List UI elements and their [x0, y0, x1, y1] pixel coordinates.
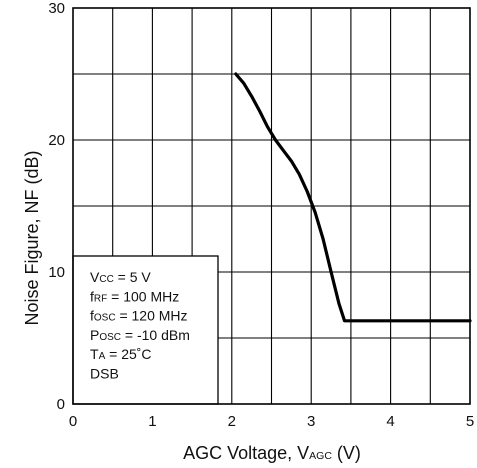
y-tick-label: 0 [57, 396, 65, 413]
condition-line: fOSC = 120 MHz [90, 308, 188, 324]
y-tick-labels: 0 10 20 30 [48, 0, 65, 413]
x-tick-label: 2 [228, 413, 236, 430]
conditions-list: VCC = 5 V fRF = 100 MHz fOSC = 120 MHz POSC… [90, 269, 190, 382]
x-tick-label: 0 [69, 413, 77, 430]
condition-line: fRF = 100 MHz [90, 288, 179, 304]
plot-frame [72, 7, 471, 405]
series-group [234, 72, 472, 323]
y-tick-label: 30 [48, 0, 65, 17]
x-tick-label: 1 [148, 413, 156, 430]
y-tick-label: 10 [48, 264, 65, 281]
series-line [234, 72, 472, 323]
x-tick-label: 5 [466, 413, 474, 430]
condition-line: DSB [90, 366, 119, 382]
y-tick-label: 20 [48, 132, 65, 149]
conditions-box [72, 255, 219, 405]
condition-line: VCC = 5 V [90, 269, 151, 285]
x-tick-labels: 0 1 2 3 4 5 [69, 413, 474, 430]
condition-line: TA = 25˚C [90, 346, 152, 362]
x-tick-label: 3 [307, 413, 315, 430]
x-axis-label: AGC Voltage, VAGC (V) [183, 443, 361, 463]
condition-line: POSC = -10 dBm [90, 327, 190, 343]
x-tick-label: 4 [386, 413, 394, 430]
y-axis-label: Noise Figure, NF (dB) [22, 150, 42, 325]
